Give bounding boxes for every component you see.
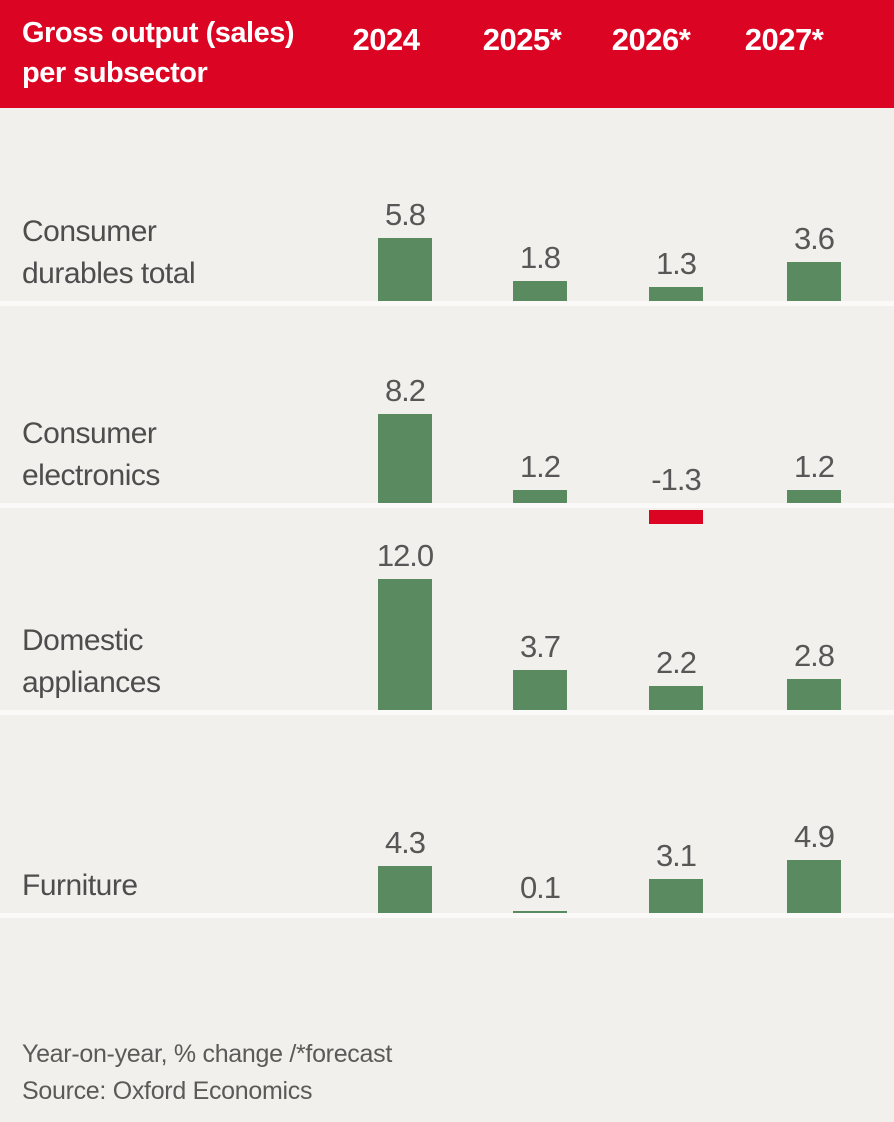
positive-bar bbox=[649, 879, 703, 913]
bar-value-label: 1.2 bbox=[519, 449, 561, 484]
bar-value-label: 3.6 bbox=[793, 221, 835, 256]
bar-value-label: 1.8 bbox=[519, 240, 561, 275]
bar-value-label: 5.8 bbox=[384, 197, 426, 232]
bar-value-label: 3.1 bbox=[655, 838, 697, 873]
column-header-2024: 2024 bbox=[352, 22, 420, 57]
chart-row-furniture: Furniture 4.3 0.1 3.1 4.9 bbox=[0, 715, 894, 918]
positive-bar bbox=[378, 238, 432, 301]
row-label: Furniture bbox=[22, 869, 138, 902]
positive-bar bbox=[378, 579, 432, 710]
bar-value-label: 8.2 bbox=[384, 373, 426, 408]
column-header-2027: 2027* bbox=[744, 22, 824, 57]
source-credit: Source: Oxford Economics bbox=[22, 1077, 313, 1105]
bar-value-label: 2.2 bbox=[655, 645, 697, 680]
positive-bar bbox=[513, 490, 567, 503]
chart-footer: Year-on-year, % change /*forecast Source… bbox=[22, 1036, 392, 1110]
chart-row-consumer-electronics: Consumer electronics 8.2 1.2 -1.3 1.2 bbox=[0, 306, 894, 524]
row-label: Domestic appliances bbox=[22, 624, 161, 699]
chart-row-domestic-appliances: Domestic appliances 12.0 3.7 2.2 2.8 bbox=[0, 508, 894, 715]
positive-bar bbox=[787, 860, 841, 913]
positive-bar bbox=[787, 262, 841, 301]
positive-bar bbox=[649, 686, 703, 710]
bar-value-label: 1.2 bbox=[793, 449, 835, 484]
positive-bar bbox=[513, 911, 567, 913]
positive-bar bbox=[378, 866, 432, 913]
positive-bar bbox=[649, 287, 703, 301]
row-label: Consumer durables total bbox=[22, 215, 196, 290]
positive-bar bbox=[513, 670, 567, 710]
chart-title: Gross output (sales) per subsector bbox=[22, 17, 295, 89]
bar-value-label: 1.3 bbox=[655, 246, 697, 281]
row-label: Consumer electronics bbox=[22, 417, 160, 492]
positive-bar bbox=[378, 414, 432, 503]
negative-bar bbox=[649, 510, 703, 524]
chart-header: Gross output (sales) per subsector 2024 … bbox=[0, 0, 894, 108]
bar-value-label: 12.0 bbox=[376, 538, 434, 573]
column-header-2026: 2026* bbox=[611, 22, 691, 57]
chart-row-consumer-durables-total: Consumer durables total 5.8 1.8 1.3 3.6 bbox=[0, 108, 894, 306]
positive-bar bbox=[787, 679, 841, 710]
positive-bar bbox=[513, 281, 567, 301]
bar-value-label: 3.7 bbox=[519, 629, 561, 664]
bar-value-label: 2.8 bbox=[793, 638, 835, 673]
bar-value-label: 0.1 bbox=[519, 870, 561, 905]
bar-value-label: -1.3 bbox=[651, 462, 701, 497]
bar-value-label: 4.9 bbox=[793, 819, 835, 854]
column-header-2025: 2025* bbox=[482, 22, 562, 57]
footnote: Year-on-year, % change /*forecast bbox=[22, 1040, 392, 1068]
bar-value-label: 4.3 bbox=[384, 825, 426, 860]
positive-bar bbox=[787, 490, 841, 503]
